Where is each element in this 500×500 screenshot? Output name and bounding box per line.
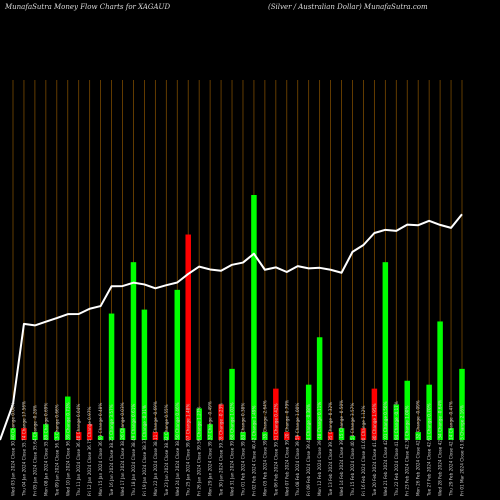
x-tick-label: Mon 15 Jan 2024 Close 36.93 Change 0.48% xyxy=(98,403,103,496)
money-flow-bar xyxy=(163,432,170,440)
money-flow-bar xyxy=(108,313,115,440)
x-tick-label: Fri 01 Mar 2024 Close 43.05 Change 2.16% xyxy=(460,405,465,496)
money-flow-bars xyxy=(10,195,465,440)
money-flow-bar xyxy=(273,388,279,440)
chart-subtitle: (Silver / Australian Dollar) MunafaSutra… xyxy=(268,3,428,11)
money-flow-bar xyxy=(262,432,268,440)
money-flow-bar xyxy=(65,396,71,440)
x-tick-label: Thu 29 Feb 2024 Close 42.14 Change -0.47… xyxy=(449,401,454,497)
money-flow-bar xyxy=(43,424,49,440)
x-tick-label: Tue 27 Feb 2024 Close 42.61 Change 0.70% xyxy=(427,403,432,497)
money-flow-bar xyxy=(32,432,38,440)
money-flow-bar xyxy=(10,428,16,440)
money-flow-bar xyxy=(294,436,301,440)
money-flow-bar xyxy=(327,432,334,440)
money-flow-bar xyxy=(54,432,60,440)
money-flow-bar xyxy=(448,428,454,440)
x-tick-label: Tue 23 Jan 2024 Close 38.32 Change 0.55% xyxy=(164,404,169,497)
x-tick-label: Fri 05 Jan 2024 Close 35.64 Change -0.28… xyxy=(32,405,37,496)
x-tick-label: Fri 12 Jan 2024 Close 36.75 Change 0.97% xyxy=(87,407,92,496)
money-flow-bar xyxy=(152,432,159,440)
x-tick-label: Wed 21 Feb 2024 Close 42.01 Change 0.50% xyxy=(383,401,388,496)
x-tick-label: Mon 29 Jan 2024 Close 39.37 Change -0.49… xyxy=(208,401,213,496)
money-flow-bar xyxy=(404,380,410,440)
x-tick-label: Tue 20 Feb 2024 Close 41.80 Change 1.95% xyxy=(372,403,377,497)
x-tick-label: Mon 26 Feb 2024 Close 42.32 Change -0.09… xyxy=(416,400,421,496)
x-tick-label: Wed 03 Jan 2024 Close 30.40 Change 0.00% xyxy=(11,402,16,496)
money-flow-bar xyxy=(393,404,400,440)
money-flow-bar xyxy=(196,408,202,440)
money-flow-bar xyxy=(316,337,323,440)
x-tick-label: Tue 06 Feb 2024 Close 39.51 Change 0.42% xyxy=(273,403,278,497)
x-tick-label: Thu 22 Feb 2024 Close 41.94 Change -0.17… xyxy=(394,401,399,497)
x-tick-label: Thu 01 Feb 2024 Close 39.83 Change 0.38% xyxy=(240,403,245,497)
x-tick-label: Fri 19 Jan 2024 Close 38.37 Change -0.31… xyxy=(142,405,147,496)
x-tick-label: Mon 12 Feb 2024 Close 39.48 Change 0.11% xyxy=(317,402,322,496)
close-line-lead xyxy=(0,403,14,441)
money-flow-bar xyxy=(185,234,191,440)
x-tick-label: Thu 11 Jan 2024 Close 36.40 Change 0.04% xyxy=(76,404,81,497)
money-flow-bar xyxy=(229,368,235,440)
money-flow-bar xyxy=(97,436,104,440)
x-axis-tick-labels: Wed 03 Jan 2024 Close 30.40 Change 0.00%… xyxy=(11,400,465,497)
x-tick-label: Wed 07 Feb 2024 Close 39.20 Change -0.79… xyxy=(284,400,289,496)
money-flow-bar xyxy=(141,309,148,440)
money-flow-bar xyxy=(119,428,126,440)
x-tick-label: Mon 05 Feb 2024 Close 39.35 Change -2.64… xyxy=(262,400,267,496)
x-tick-label: Thu 25 Jan 2024 Close 39.07 Change 1.48% xyxy=(186,404,191,497)
x-tick-label: Mon 22 Jan 2024 Close 38.11 Change -0.69… xyxy=(153,401,158,496)
money-flow-bar xyxy=(437,321,443,440)
money-flow-bar xyxy=(426,384,432,440)
close-price-polyline xyxy=(12,213,463,405)
money-flow-bar xyxy=(459,368,465,440)
chart-title: MunafaSutra Money Flow Charts for XAGAUD xyxy=(5,3,171,11)
money-flow-bar xyxy=(360,428,367,440)
money-flow-bar xyxy=(349,436,356,440)
money-flow-bar xyxy=(382,262,389,440)
x-tick-label: Wed 10 Jan 2024 Close 36.39 Change 0.73% xyxy=(65,402,70,496)
money-flow-bar xyxy=(130,262,137,440)
x-tick-label: Thu 18 Jan 2024 Close 38.49 Change 0.61% xyxy=(131,404,136,497)
x-tick-label: Wed 17 Jan 2024 Close 38.26 Change 0.03% xyxy=(120,402,125,496)
x-tick-label: Mon 08 Jan 2024 Close 35.89 Change 0.69% xyxy=(43,403,48,496)
money-flow-bar xyxy=(207,424,213,440)
money-flow-bar xyxy=(75,432,82,440)
x-tick-label: Fri 09 Feb 2024 Close 39.44 Change -0.38… xyxy=(306,404,311,496)
x-tick-label: Tue 30 Jan 2024 Close 39.28 Change -0.23… xyxy=(219,403,224,497)
x-tick-label: Thu 04 Jan 2024 Close 35.74 Change 17.56… xyxy=(21,401,26,497)
money-flow-bar xyxy=(338,428,345,440)
x-tick-label: Fri 26 Jan 2024 Close 39.56 Change 1.27% xyxy=(197,407,202,496)
money-flow-bar xyxy=(251,195,257,440)
x-tick-label: Tue 09 Jan 2024 Close 36.13 Change 0.66% xyxy=(54,404,59,497)
money-flow-bar xyxy=(218,404,224,440)
x-tick-label: Wed 24 Jan 2024 Close 38.50 Change 0.46% xyxy=(175,402,180,496)
money-flow-bar xyxy=(21,428,27,440)
close-price-line xyxy=(0,213,463,441)
money-flow-bar xyxy=(371,388,378,440)
x-tick-label: Wed 28 Feb 2024 Close 42.34 Change -0.64… xyxy=(438,400,443,496)
money-flow-bar xyxy=(240,432,246,440)
money-flow-bar xyxy=(284,432,290,440)
x-tick-label: Fri 02 Feb 2024 Close 40.42 Change 1.49% xyxy=(251,406,256,496)
money-flow-bar xyxy=(174,289,181,440)
money-flow-bar xyxy=(305,384,312,440)
money-flow-bar xyxy=(415,432,421,440)
x-tick-label: Thu 08 Feb 2024 Close 39.59 Change 1.00% xyxy=(295,403,300,497)
money-flow-bar xyxy=(86,424,93,440)
x-tick-label: Wed 14 Feb 2024 Close 39.15 Change -0.50… xyxy=(339,400,344,496)
x-tick-label: Thu 15 Feb 2024 Close 40.54 Change 3.57% xyxy=(350,403,355,497)
x-tick-label: Fri 23 Feb 2024 Close 42.36 Change 1.00% xyxy=(405,406,410,496)
x-tick-label: Wed 31 Jan 2024 Close 39.68 Change 1.02% xyxy=(230,402,235,496)
grid xyxy=(12,80,463,440)
x-tick-label: Fri 16 Feb 2024 Close 41.00 Change 1.12% xyxy=(361,406,366,496)
x-tick-label: Tue 16 Jan 2024 Close 38.25 Change 3.57% xyxy=(109,404,114,497)
x-tick-label: Tue 13 Feb 2024 Close 39.35 Change -0.32… xyxy=(328,402,333,497)
